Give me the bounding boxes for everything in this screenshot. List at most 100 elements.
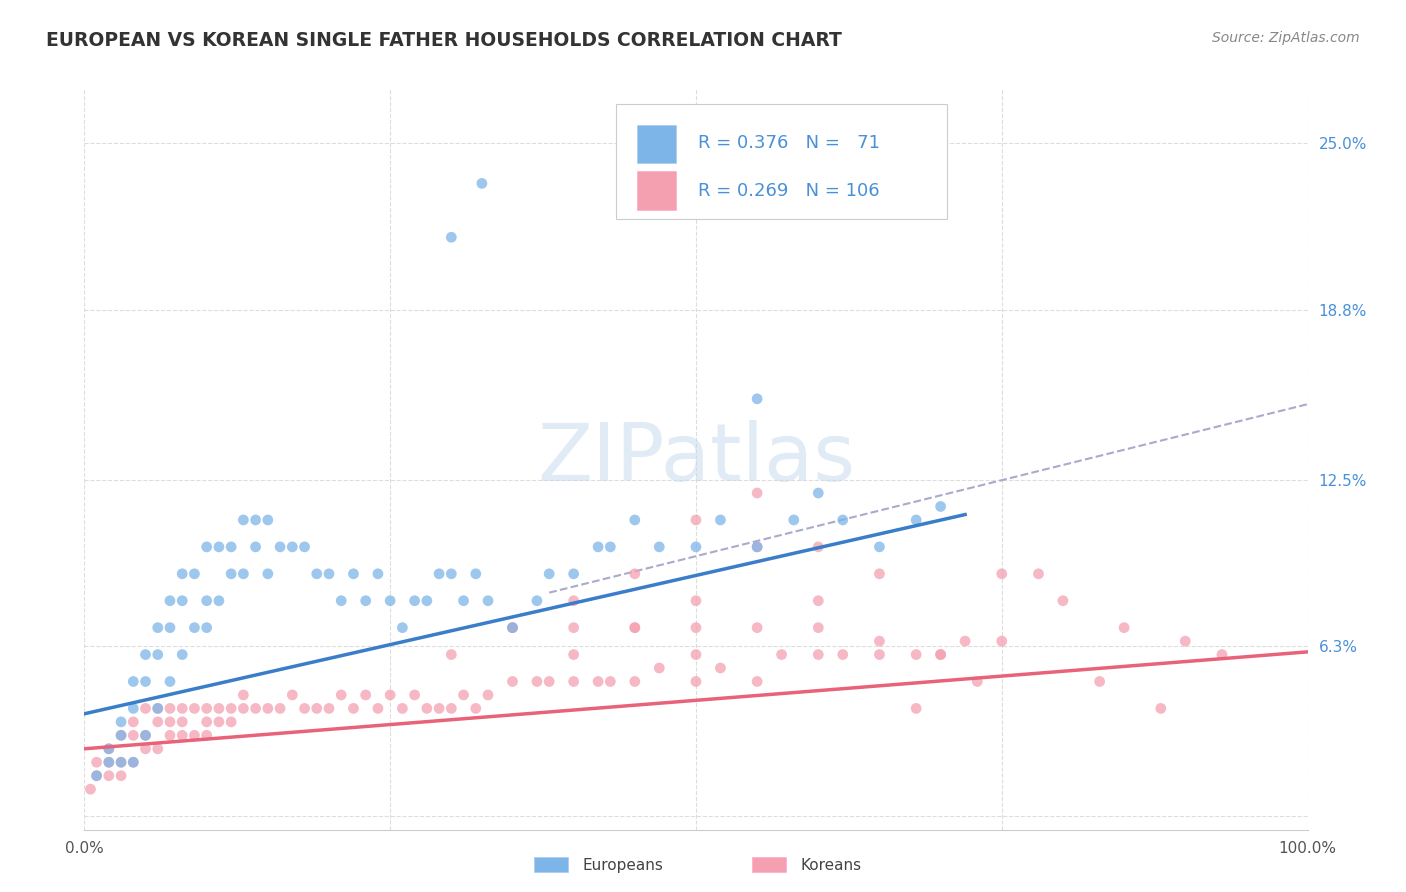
Point bbox=[869, 634, 891, 648]
Point bbox=[648, 540, 671, 554]
Point bbox=[172, 701, 194, 715]
Point bbox=[685, 648, 707, 662]
Point bbox=[685, 674, 707, 689]
Point bbox=[122, 674, 145, 689]
Text: Koreans: Koreans bbox=[800, 858, 860, 873]
Point bbox=[380, 593, 402, 607]
Point bbox=[562, 621, 585, 635]
Point bbox=[159, 714, 181, 729]
Point bbox=[807, 486, 830, 500]
Point bbox=[453, 688, 475, 702]
Point bbox=[97, 769, 120, 783]
Point bbox=[269, 540, 291, 554]
Point bbox=[318, 566, 340, 581]
Point bbox=[807, 593, 830, 607]
Point bbox=[135, 728, 157, 742]
Point bbox=[183, 621, 205, 635]
Point bbox=[245, 701, 267, 715]
Text: Source: ZipAtlas.com: Source: ZipAtlas.com bbox=[1212, 31, 1360, 45]
Point bbox=[783, 513, 806, 527]
Point bbox=[183, 566, 205, 581]
Point bbox=[245, 540, 267, 554]
Point bbox=[1114, 621, 1136, 635]
Point bbox=[685, 540, 707, 554]
Point bbox=[709, 513, 731, 527]
Point bbox=[294, 540, 316, 554]
Point bbox=[599, 540, 621, 554]
Point bbox=[747, 486, 769, 500]
Text: R = 0.269   N = 106: R = 0.269 N = 106 bbox=[699, 182, 880, 200]
Point bbox=[624, 621, 647, 635]
Point bbox=[538, 674, 561, 689]
Point bbox=[257, 566, 280, 581]
Point bbox=[929, 648, 952, 662]
Point bbox=[991, 566, 1014, 581]
Point bbox=[172, 593, 194, 607]
Point bbox=[471, 177, 494, 191]
Point bbox=[146, 621, 169, 635]
FancyBboxPatch shape bbox=[616, 104, 946, 219]
Point bbox=[1088, 674, 1111, 689]
Point bbox=[807, 621, 830, 635]
Point bbox=[464, 701, 486, 715]
Point bbox=[599, 674, 621, 689]
Point bbox=[440, 701, 463, 715]
Point bbox=[624, 566, 647, 581]
Point bbox=[122, 728, 145, 742]
Point bbox=[440, 566, 463, 581]
Point bbox=[367, 566, 389, 581]
Point bbox=[135, 701, 157, 715]
Point bbox=[747, 392, 769, 406]
Point bbox=[219, 714, 242, 729]
Point bbox=[747, 540, 769, 554]
Point bbox=[146, 648, 169, 662]
Bar bbox=[637, 171, 676, 210]
Point bbox=[477, 593, 499, 607]
Point bbox=[685, 593, 707, 607]
Point bbox=[110, 714, 132, 729]
Text: R = 0.376   N =   71: R = 0.376 N = 71 bbox=[699, 135, 880, 153]
Point bbox=[929, 648, 952, 662]
Point bbox=[195, 621, 218, 635]
Point bbox=[709, 661, 731, 675]
Point bbox=[747, 540, 769, 554]
Point bbox=[1028, 566, 1050, 581]
Point bbox=[747, 621, 769, 635]
Point bbox=[354, 593, 377, 607]
Point bbox=[172, 714, 194, 729]
Point bbox=[1211, 648, 1233, 662]
Point bbox=[110, 728, 132, 742]
Point bbox=[110, 728, 132, 742]
Point bbox=[330, 688, 353, 702]
Point bbox=[219, 701, 242, 715]
Point bbox=[869, 648, 891, 662]
Point bbox=[991, 634, 1014, 648]
Point bbox=[86, 769, 108, 783]
Point bbox=[477, 688, 499, 702]
Point bbox=[183, 701, 205, 715]
Point bbox=[586, 674, 609, 689]
Point bbox=[122, 756, 145, 770]
Point bbox=[624, 674, 647, 689]
Point bbox=[427, 701, 450, 715]
Point bbox=[770, 648, 793, 662]
Point bbox=[685, 513, 707, 527]
Point bbox=[453, 593, 475, 607]
Point bbox=[526, 593, 548, 607]
Point bbox=[122, 714, 145, 729]
Point bbox=[146, 701, 169, 715]
Point bbox=[97, 756, 120, 770]
Point bbox=[831, 513, 853, 527]
Point bbox=[1174, 634, 1197, 648]
Point bbox=[562, 566, 585, 581]
Point bbox=[159, 728, 181, 742]
Point bbox=[404, 593, 426, 607]
Point bbox=[807, 648, 830, 662]
Point bbox=[269, 701, 291, 715]
Point bbox=[502, 674, 524, 689]
Point bbox=[159, 701, 181, 715]
Point bbox=[342, 566, 364, 581]
Point bbox=[624, 621, 647, 635]
Point bbox=[831, 648, 853, 662]
Point bbox=[219, 566, 242, 581]
